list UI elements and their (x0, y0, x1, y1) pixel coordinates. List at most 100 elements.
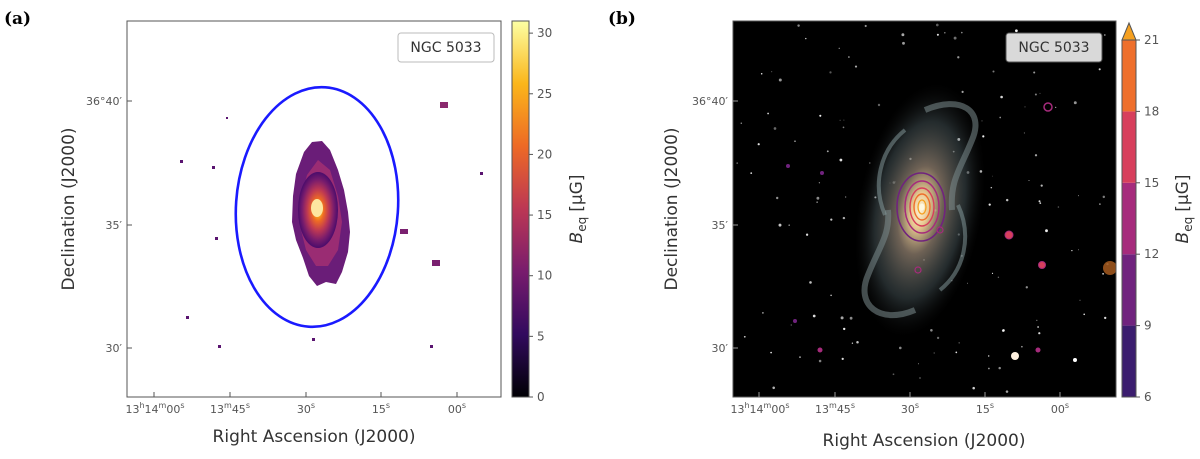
panel-a-emission-map (292, 141, 350, 286)
star (1034, 93, 1037, 96)
star (778, 223, 782, 227)
star (845, 196, 847, 198)
bright-star (1103, 261, 1116, 275)
star (1045, 229, 1048, 233)
star (1073, 101, 1077, 105)
contour-blob (1043, 102, 1053, 112)
star (1083, 313, 1085, 316)
y-tick-label: 30′ (712, 342, 729, 355)
star (1033, 71, 1036, 74)
colorbar-a-tick-label: 25 (537, 87, 552, 101)
speck (400, 229, 408, 234)
contour-blob (786, 164, 790, 168)
star (750, 172, 753, 174)
star (997, 276, 1000, 278)
speck (215, 237, 218, 240)
star (1038, 332, 1041, 335)
spiral-arm (861, 209, 917, 318)
star (933, 352, 935, 354)
star (812, 314, 816, 318)
star (830, 218, 833, 221)
star (829, 71, 832, 74)
contour-blob (1004, 230, 1014, 240)
star (848, 56, 850, 58)
star (1036, 319, 1038, 322)
star (1015, 29, 1018, 33)
star (892, 373, 895, 376)
star (773, 127, 777, 130)
star (936, 336, 940, 340)
star (877, 103, 881, 107)
star (930, 329, 933, 332)
star (830, 294, 832, 297)
star (778, 78, 782, 82)
colorbar-a-tick-label: 15 (537, 208, 552, 222)
x-tick-label: 13m45s (210, 401, 250, 416)
colorbar-b-frame (1121, 39, 1137, 398)
star (987, 355, 990, 357)
star (1104, 316, 1107, 320)
x-tick-label: 00s (448, 401, 466, 416)
star (1000, 95, 1003, 99)
star (1099, 203, 1101, 205)
contour-blob (1038, 261, 1046, 269)
star (839, 119, 841, 121)
colorbar-b-band (1122, 325, 1136, 397)
spiral-arm (876, 128, 907, 216)
panel-a-object-box (397, 32, 495, 63)
panel-a-y-ticks: 36°40′ 35′ 30′ (86, 95, 132, 355)
star (991, 175, 993, 177)
x-tick-label: 13m45s (815, 401, 855, 416)
colorbar-b-tick-label: 21 (1144, 33, 1159, 47)
x-tick-label: 13h14m00s (730, 401, 789, 416)
contour-18 (913, 193, 931, 221)
star (1098, 68, 1101, 71)
y-tick-label: 35′ (106, 219, 123, 232)
star (816, 201, 818, 203)
panel-b-colorbar: 6 9 12 15 18 21 Beq[μG] (1121, 21, 1195, 404)
panel-b-plot: NGC 5033 13h14m00s 13m45s 30s 15s 00s 36… (662, 20, 1117, 451)
star (790, 324, 792, 326)
colorbar-b-tick-label: 9 (1144, 319, 1152, 333)
colorbar-a-tick-label: 20 (537, 147, 552, 161)
star (935, 23, 939, 27)
panel-label-b: (b) (608, 9, 636, 29)
colorbar-a-tick-label: 30 (537, 26, 552, 40)
star (743, 335, 746, 338)
y-tick-label: 35′ (712, 219, 729, 232)
panel-b-object-box (1005, 32, 1103, 63)
star (998, 366, 1001, 370)
star (1055, 106, 1057, 108)
star (843, 327, 846, 331)
star (838, 47, 840, 49)
panel-a-specks (180, 102, 483, 348)
contour-blob (914, 266, 922, 274)
star (1002, 329, 1005, 332)
star (1039, 92, 1041, 94)
star (917, 363, 919, 365)
panel-b-frame (732, 20, 1117, 398)
x-tick-label: 30s (901, 401, 919, 416)
panel-b-y-axis-label: Declination (J2000) (662, 127, 682, 290)
bright-star (1011, 352, 1019, 360)
star (772, 386, 775, 390)
star (999, 116, 1002, 119)
speck (218, 345, 221, 348)
star (816, 196, 820, 200)
star (972, 386, 975, 390)
star (902, 41, 905, 45)
star (864, 24, 867, 28)
contour-9 (896, 172, 946, 242)
star (840, 316, 844, 320)
contour-blob (793, 319, 797, 323)
speck (186, 316, 189, 319)
star (1023, 132, 1025, 134)
star (1021, 345, 1023, 348)
speck (432, 260, 440, 266)
star (842, 126, 845, 129)
panel-a-ellipse-overlay (234, 85, 400, 329)
star (990, 186, 993, 189)
contour-21 (917, 199, 927, 215)
speck (312, 338, 315, 341)
star (1039, 202, 1042, 204)
